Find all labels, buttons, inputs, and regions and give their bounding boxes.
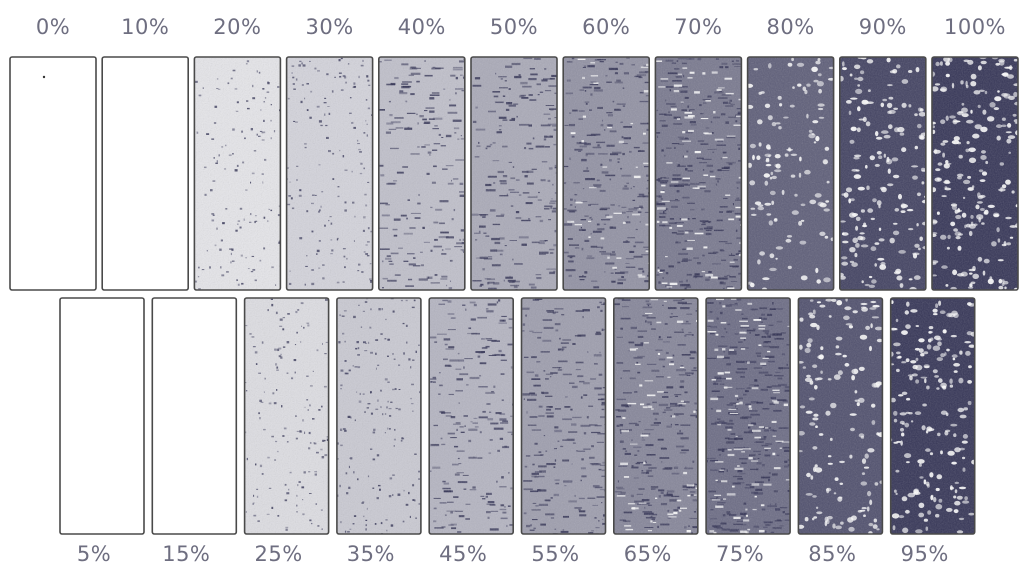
percent-label: 10% bbox=[121, 15, 169, 39]
swatch-border bbox=[746, 56, 835, 291]
swatch-bottom-85 bbox=[797, 297, 884, 535]
percent-label: 95% bbox=[901, 542, 949, 566]
speck bbox=[42, 75, 46, 79]
swatch-border bbox=[285, 56, 374, 291]
swatch-border bbox=[377, 56, 466, 291]
swatch-top-0 bbox=[9, 56, 97, 291]
swatch-border bbox=[9, 56, 97, 291]
swatch-border bbox=[428, 297, 515, 535]
swatch-border bbox=[562, 56, 651, 291]
percent-label: 75% bbox=[716, 542, 764, 566]
swatch-border bbox=[470, 56, 558, 291]
swatch-border bbox=[705, 297, 791, 535]
swatch-bottom-65 bbox=[612, 297, 699, 535]
percent-label: 20% bbox=[213, 15, 261, 39]
swatch-top-70 bbox=[654, 56, 743, 291]
percent-label: 85% bbox=[808, 542, 856, 566]
swatch-top-80 bbox=[746, 56, 835, 291]
swatch-fill bbox=[60, 298, 144, 534]
percent-label: 30% bbox=[306, 15, 354, 39]
swatch-layer bbox=[9, 56, 1019, 535]
percent-label: 50% bbox=[490, 15, 538, 39]
swatch-border bbox=[797, 297, 884, 535]
percent-label: 15% bbox=[162, 542, 210, 566]
swatch-border bbox=[612, 297, 699, 535]
swatch-border bbox=[193, 56, 282, 291]
percent-label: 90% bbox=[859, 15, 907, 39]
swatch-border bbox=[101, 56, 189, 291]
swatch-bottom-75 bbox=[705, 297, 791, 535]
swatch-top-50 bbox=[470, 56, 558, 291]
percent-label: 25% bbox=[255, 542, 303, 566]
percent-label: 45% bbox=[439, 542, 487, 566]
percent-label: 70% bbox=[674, 15, 722, 39]
swatch-border bbox=[243, 297, 330, 535]
swatch-border bbox=[654, 56, 743, 291]
swatch-border bbox=[838, 56, 927, 291]
percent-label: 5% bbox=[77, 542, 111, 566]
swatch-bottom-35 bbox=[336, 297, 422, 535]
percent-label: 80% bbox=[767, 15, 815, 39]
swatch-bottom-25 bbox=[243, 297, 330, 535]
swatch-fill bbox=[102, 57, 188, 290]
percent-label: 40% bbox=[398, 15, 446, 39]
swatch-border bbox=[931, 56, 1019, 291]
swatch-bottom-95 bbox=[889, 297, 976, 535]
swatch-bottom-5 bbox=[59, 297, 145, 535]
percent-label: 55% bbox=[531, 542, 579, 566]
swatch-top-60 bbox=[562, 56, 651, 291]
swatch-top-40 bbox=[377, 56, 466, 291]
percent-label: 0% bbox=[36, 15, 70, 39]
swatch-border bbox=[520, 297, 607, 535]
swatch-fill bbox=[10, 57, 96, 290]
percent-label: 65% bbox=[624, 542, 672, 566]
swatch-bottom-15 bbox=[151, 297, 238, 535]
swatch-border bbox=[336, 297, 422, 535]
percent-label: 35% bbox=[347, 542, 395, 566]
swatch-border bbox=[151, 297, 238, 535]
swatch-border bbox=[889, 297, 976, 535]
swatch-bottom-45 bbox=[428, 297, 515, 535]
swatch-top-30 bbox=[285, 56, 374, 291]
swatch-top-100 bbox=[931, 56, 1019, 291]
swatch-top-10 bbox=[101, 56, 189, 291]
swatch-top-20 bbox=[193, 56, 282, 291]
swatch-bottom-55 bbox=[520, 297, 607, 535]
swatch-top-90 bbox=[838, 56, 927, 291]
percent-label: 100% bbox=[944, 15, 1006, 39]
label-layer: 0% 10% 20% 30% 40% 50% 60% 70% 80% 90% 100% 5% 15% 25… bbox=[36, 15, 1006, 566]
percent-label: 60% bbox=[582, 15, 630, 39]
swatch-border bbox=[59, 297, 145, 535]
swatch-fill bbox=[152, 298, 236, 534]
